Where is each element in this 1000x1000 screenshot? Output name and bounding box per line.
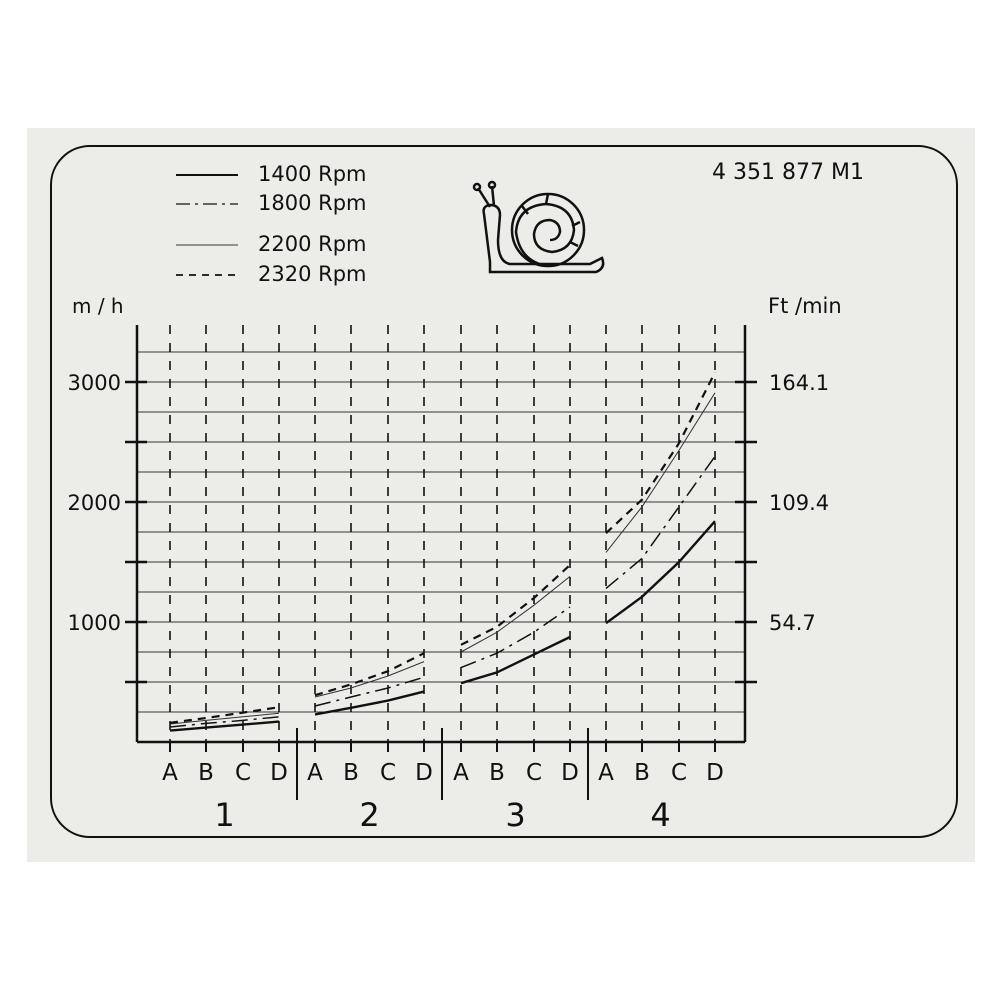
legend-label-1400: 1400 Rpm xyxy=(258,162,367,186)
sub-category-label: A xyxy=(307,760,323,786)
series-line-1400-group-2 xyxy=(314,690,425,716)
sub-category-label: B xyxy=(634,760,650,786)
series-line-1400-group-1 xyxy=(169,720,280,732)
legend-label-1800: 1800 Rpm xyxy=(258,191,367,215)
sub-category-label: C xyxy=(380,760,396,786)
series-line-1800-group-3 xyxy=(460,606,571,669)
sub-category-label: B xyxy=(343,760,359,786)
series-line-2200-group-1 xyxy=(169,712,280,725)
sticker-background xyxy=(27,128,975,862)
sub-category-label: A xyxy=(598,760,614,786)
series-line-2320-group-3 xyxy=(460,564,571,646)
group-label: 2 xyxy=(359,796,379,834)
sub-category-label: C xyxy=(526,760,542,786)
group-label: 1 xyxy=(214,796,234,834)
sub-category-label: D xyxy=(270,760,288,786)
series-line-1800-group-4 xyxy=(605,455,716,589)
series-line-1800-group-1 xyxy=(169,716,280,728)
sub-category-label: D xyxy=(706,760,724,786)
legend-label-2200: 2200 Rpm xyxy=(258,232,367,256)
sub-category-label: A xyxy=(453,760,469,786)
part-number: 4 351 877 M1 xyxy=(712,160,864,185)
grid xyxy=(137,325,745,742)
sub-category-label: D xyxy=(415,760,433,786)
series-line-2200-group-4 xyxy=(605,392,716,553)
series-line-2320-group-1 xyxy=(169,706,280,724)
right-tick-label: 164.1 xyxy=(769,371,829,395)
right-axis-label: Ft /min xyxy=(768,294,842,318)
chart-frame xyxy=(50,145,958,838)
series-line-2320-group-2 xyxy=(314,652,425,697)
snail-logo xyxy=(472,180,605,274)
right-tick-label: 54.7 xyxy=(769,611,816,635)
series-line-2200-group-3 xyxy=(460,576,571,653)
series-lines xyxy=(169,371,716,732)
legend-label-2320: 2320 Rpm xyxy=(258,262,367,286)
series-line-1400-group-3 xyxy=(460,635,571,685)
axes xyxy=(125,325,757,800)
sub-category-label: B xyxy=(198,760,214,786)
group-label: 3 xyxy=(505,796,525,834)
left-tick-label: 1000 xyxy=(68,611,121,635)
left-tick-label: 2000 xyxy=(68,491,121,515)
sub-category-label: C xyxy=(235,760,251,786)
sub-category-label: D xyxy=(561,760,579,786)
series-line-1400-group-4 xyxy=(605,520,716,625)
left-tick-label: 3000 xyxy=(68,371,121,395)
left-axis-label: m / h xyxy=(72,294,124,318)
legend xyxy=(176,174,238,276)
series-line-2200-group-2 xyxy=(314,661,425,698)
sub-category-label: A xyxy=(162,760,178,786)
group-label: 4 xyxy=(650,796,670,834)
sub-category-label: B xyxy=(489,760,505,786)
sub-category-label: C xyxy=(671,760,687,786)
series-line-1800-group-2 xyxy=(314,676,425,707)
series-line-2320-group-4 xyxy=(605,371,716,535)
right-tick-label: 109.4 xyxy=(769,491,829,515)
